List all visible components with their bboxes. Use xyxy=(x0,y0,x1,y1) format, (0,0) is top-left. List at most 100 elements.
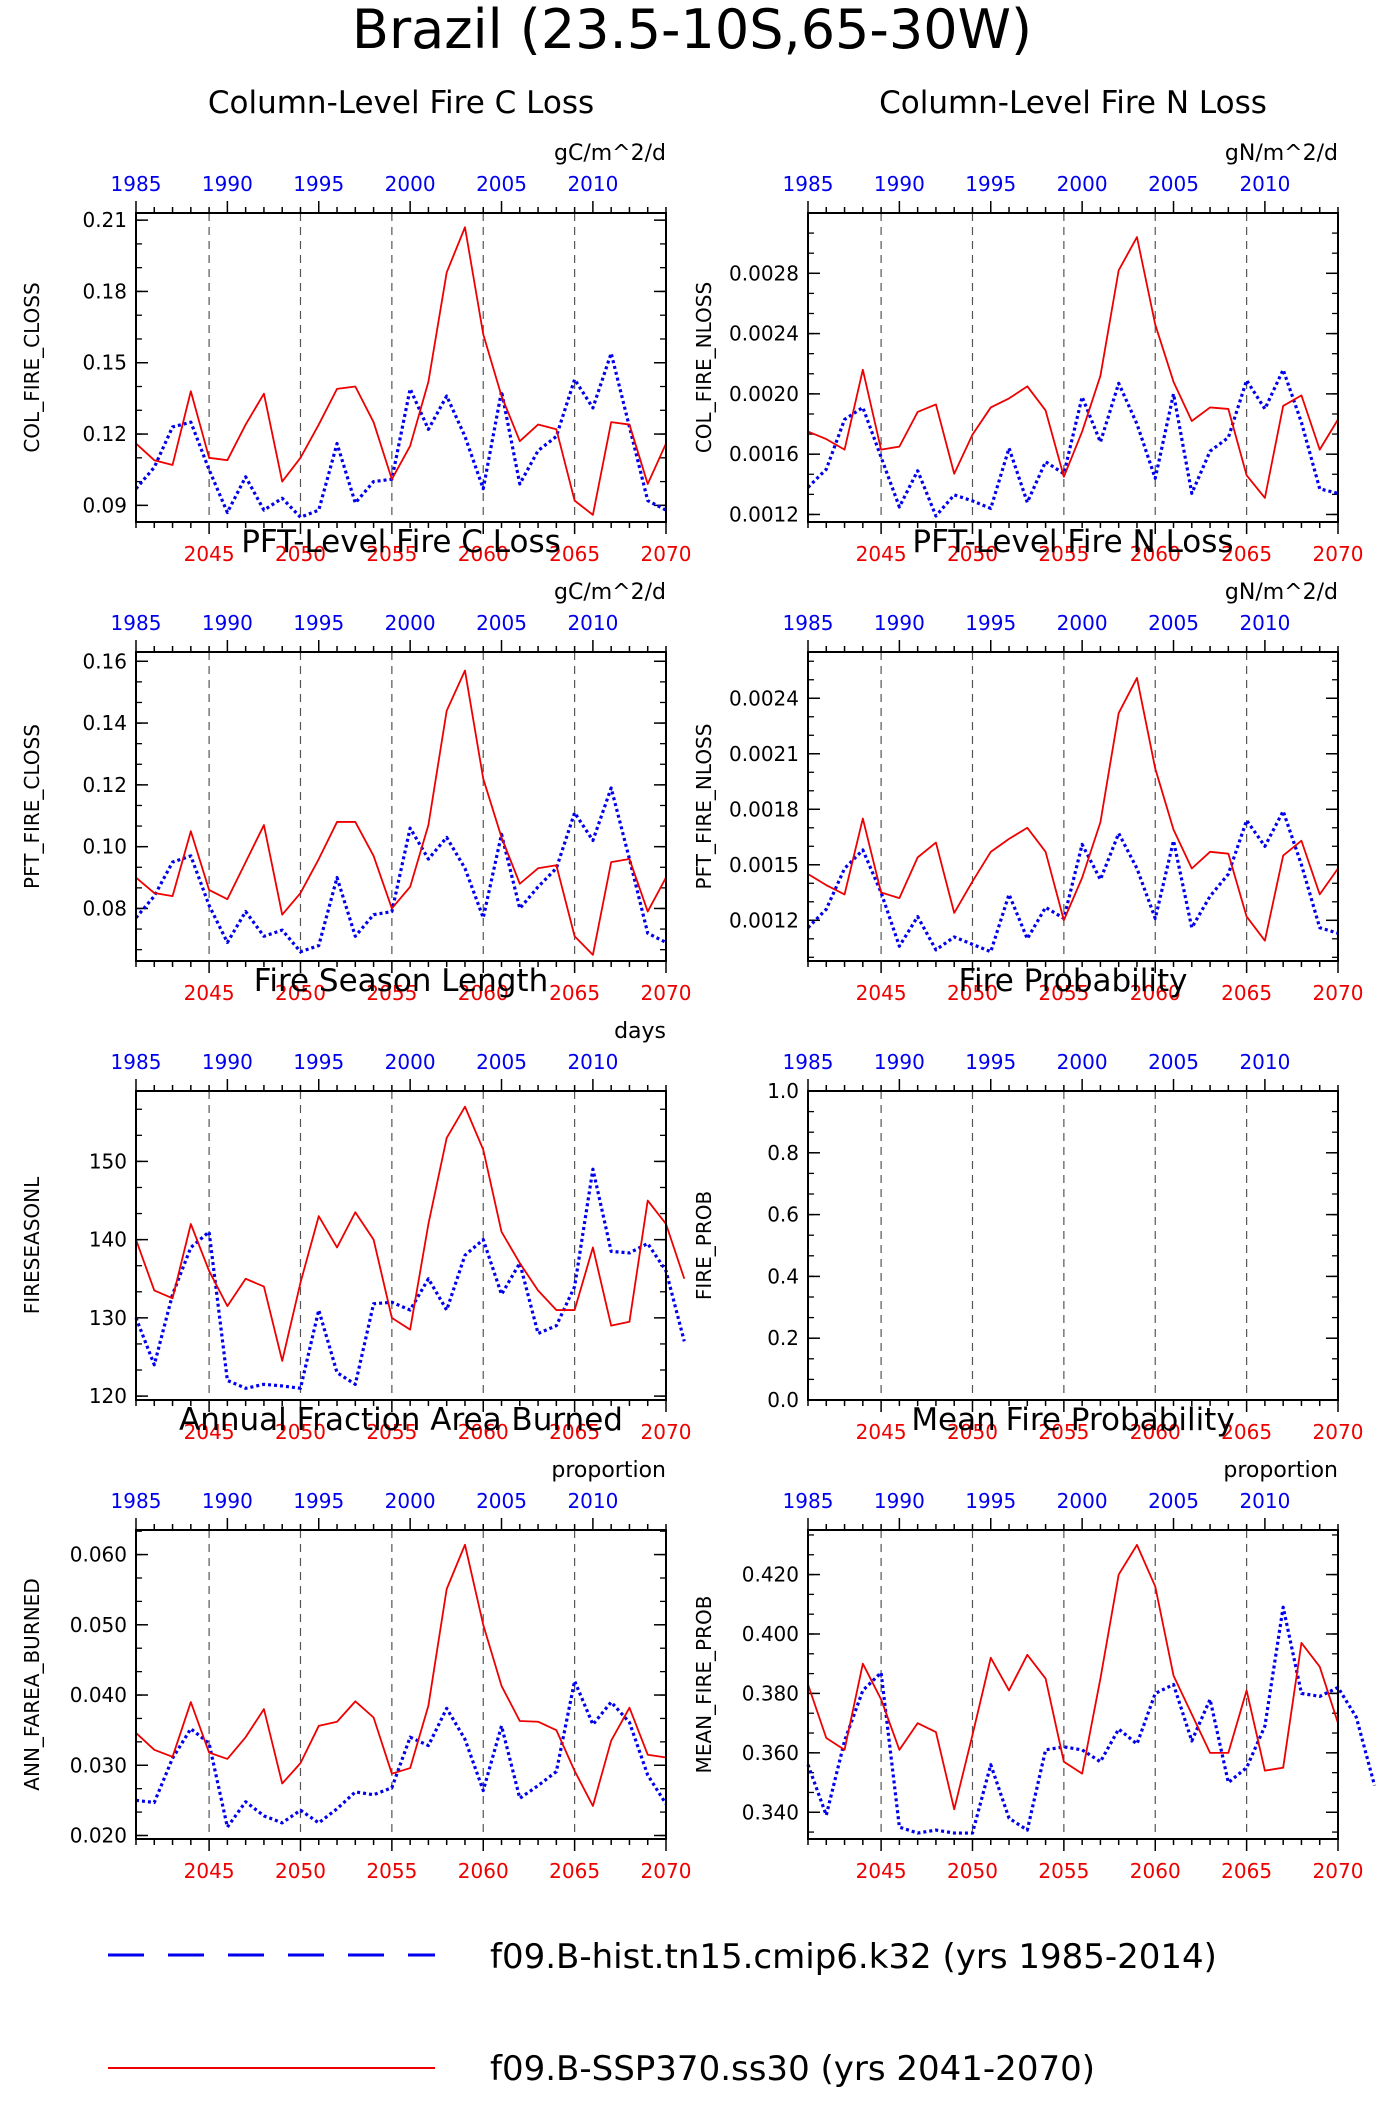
bottom-tick-label: 2055 xyxy=(366,1420,417,1444)
panel-mean-fire-prob: Mean Fire Probability proportion 2045 2050 2… xyxy=(692,1402,1377,1883)
y-tick-label: 0.030 xyxy=(70,1753,127,1777)
bottom-tick-label: 2045 xyxy=(184,1859,235,1883)
panel-fire-prob: Fire Probability 2045 2050 2055 2060 2065 2070… xyxy=(692,963,1363,1444)
y-tick-label: 0.0015 xyxy=(729,853,799,877)
y-axis-label: PFT_FIRE_NLOSS xyxy=(692,724,716,890)
panel-title: Fire Season Length xyxy=(254,963,548,999)
plot-frame xyxy=(807,1529,1339,1840)
panel-col-fire-nloss: Column-Level Fire N Loss gN/m^2/d 2045 2050… xyxy=(692,85,1363,566)
plot-frame xyxy=(135,212,667,523)
bottom-tick-label: 2065 xyxy=(1221,981,1272,1005)
y-tick-label: 0.040 xyxy=(70,1683,127,1707)
top-tick-label: 1985 xyxy=(783,1489,834,1513)
panel-col-fire-closs: Column-Level Fire C Loss gC/m^2/d 2045 2050… xyxy=(20,85,691,566)
top-tick-label: 1985 xyxy=(111,1489,162,1513)
y-tick-label: 0.050 xyxy=(70,1613,127,1637)
y-tick-label: 0.380 xyxy=(742,1681,799,1705)
top-tick-label: 2010 xyxy=(1239,611,1290,635)
top-tick-label: 2010 xyxy=(1239,1050,1290,1074)
series-ssp-line xyxy=(135,669,667,956)
bottom-tick-label: 2055 xyxy=(366,981,417,1005)
y-tick-label: 0.0024 xyxy=(729,686,799,710)
top-tick-label: 2005 xyxy=(1148,611,1199,635)
bottom-tick-label: 2065 xyxy=(549,1859,600,1883)
y-tick-label: 0.10 xyxy=(82,835,127,859)
series-ssp-line xyxy=(135,226,667,516)
y-tick-label: 0.2 xyxy=(767,1326,799,1350)
y-tick-label: 0.0 xyxy=(767,1388,799,1412)
top-tick-label: 1995 xyxy=(965,172,1016,196)
series-hist-line xyxy=(134,1167,686,1390)
y-axis-label: FIRESEASONL xyxy=(20,1176,44,1314)
units-label: proportion xyxy=(1223,1458,1338,1483)
bottom-tick-label: 2070 xyxy=(1313,981,1364,1005)
panel-title: Annual Fraction Area Burned xyxy=(179,1402,623,1438)
top-tick-label: 2010 xyxy=(1239,1489,1290,1513)
legend-hist-label: f09.B-hist.tn15.cmip6.k32 (yrs 1985-2014… xyxy=(490,1937,1217,1977)
units-label: proportion xyxy=(551,1458,666,1483)
top-tick-label: 1995 xyxy=(965,611,1016,635)
bottom-tick-label: 2065 xyxy=(1221,1420,1272,1444)
bottom-tick-label: 2055 xyxy=(366,1859,417,1883)
top-tick-label: 2010 xyxy=(567,1050,618,1074)
y-tick-label: 0.0012 xyxy=(729,908,799,932)
top-tick-label: 1990 xyxy=(874,611,925,635)
y-axis-label: COL_FIRE_CLOSS xyxy=(20,282,44,452)
bottom-tick-label: 2060 xyxy=(458,1859,509,1883)
top-tick-label: 2010 xyxy=(567,611,618,635)
y-tick-label: 0.4 xyxy=(767,1264,799,1288)
y-tick-label: 0.400 xyxy=(742,1622,799,1646)
top-tick-label: 2005 xyxy=(476,172,527,196)
bottom-tick-label: 2050 xyxy=(275,981,326,1005)
y-axis-label: FIRE_PROB xyxy=(692,1191,716,1300)
units-label: gC/m^2/d xyxy=(554,580,666,605)
bottom-tick-label: 2050 xyxy=(275,1420,326,1444)
bottom-tick-label: 2050 xyxy=(275,1859,326,1883)
top-tick-label: 1985 xyxy=(111,611,162,635)
figure-title: Brazil (23.5-10S,65-30W) xyxy=(352,0,1032,61)
top-tick-label: 1985 xyxy=(783,172,834,196)
bottom-tick-label: 2065 xyxy=(1221,1859,1272,1883)
top-tick-label: 1990 xyxy=(874,1050,925,1074)
top-tick-label: 1990 xyxy=(874,1489,925,1513)
bottom-tick-label: 2070 xyxy=(1313,542,1364,566)
y-axis-label: ANN_FAREA_BURNED xyxy=(20,1578,44,1790)
top-tick-label: 1985 xyxy=(783,1050,834,1074)
y-tick-label: 0.12 xyxy=(82,422,127,446)
top-tick-label: 2005 xyxy=(476,611,527,635)
top-tick-label: 2000 xyxy=(1057,1489,1108,1513)
series-ssp-line xyxy=(135,1105,686,1362)
top-tick-label: 1995 xyxy=(965,1050,1016,1074)
y-tick-label: 0.15 xyxy=(82,351,127,375)
bottom-tick-label: 2055 xyxy=(1038,1420,1089,1444)
bottom-tick-label: 2055 xyxy=(1038,1859,1089,1883)
top-tick-label: 2005 xyxy=(476,1489,527,1513)
y-tick-label: 0.18 xyxy=(82,279,127,303)
units-label: gN/m^2/d xyxy=(1225,580,1338,605)
top-tick-label: 1995 xyxy=(293,172,344,196)
y-tick-label: 0.0024 xyxy=(729,322,799,346)
y-tick-label: 0.6 xyxy=(767,1203,799,1227)
top-tick-label: 2000 xyxy=(385,172,436,196)
top-tick-label: 2005 xyxy=(1148,1489,1199,1513)
units-label: days xyxy=(614,1019,666,1044)
bottom-tick-label: 2065 xyxy=(549,1420,600,1444)
top-tick-label: 2000 xyxy=(385,1050,436,1074)
series-ssp-line xyxy=(135,1543,667,1807)
bottom-tick-label: 2070 xyxy=(641,542,692,566)
bottom-tick-label: 2060 xyxy=(1130,1859,1181,1883)
series-ssp-line xyxy=(807,1543,1339,1811)
y-tick-label: 0.420 xyxy=(742,1563,799,1587)
bottom-tick-label: 2045 xyxy=(184,542,235,566)
panel-pft-fire-closs: PFT-Level Fire C Loss gC/m^2/d 2045 2050 205… xyxy=(20,524,691,1005)
top-tick-label: 1995 xyxy=(965,1489,1016,1513)
bottom-tick-label: 2050 xyxy=(947,542,998,566)
y-tick-label: 0.12 xyxy=(82,773,127,797)
top-tick-label: 1985 xyxy=(111,1050,162,1074)
panel-pft-fire-nloss: PFT-Level Fire N Loss gN/m^2/d 2045 2050 205… xyxy=(692,524,1363,1005)
top-tick-label: 2010 xyxy=(567,172,618,196)
bottom-tick-label: 2045 xyxy=(856,981,907,1005)
bottom-tick-label: 2070 xyxy=(1313,1859,1364,1883)
y-tick-label: 0.09 xyxy=(82,493,127,517)
